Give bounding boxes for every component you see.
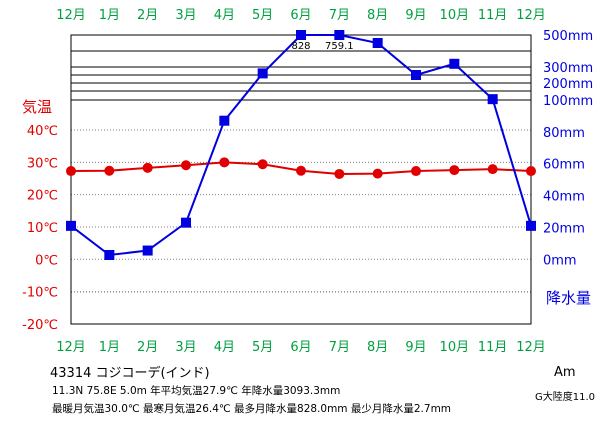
month-label-top: 10月 — [440, 8, 470, 23]
left-axis-title: 気温 — [22, 98, 52, 116]
month-label-top: 6月 — [290, 8, 311, 23]
month-label-bottom: 5月 — [252, 340, 273, 355]
station-summary-line-2: 最暖月気温30.0℃ 最寒月気温26.4℃ 最多月降水量828.0mm 最少月降… — [52, 403, 452, 415]
precipitation-point — [411, 70, 421, 80]
month-label-bottom: 6月 — [290, 340, 311, 355]
right-axis-tick: 80mm — [543, 126, 585, 141]
temperature-point — [66, 166, 76, 177]
precipitation-point — [257, 68, 268, 79]
plot-frame — [70, 34, 532, 325]
precipitation-point — [372, 38, 383, 48]
right-axis-tick: 500mm — [543, 29, 593, 44]
month-label-top: 12月 — [56, 8, 86, 23]
right-axis-tick: 200mm — [543, 77, 593, 92]
right-axis-tick: 0mm — [543, 253, 577, 268]
right-axis-tick: 60mm — [543, 158, 585, 173]
temperature-point — [142, 162, 153, 173]
month-label-top: 9月 — [405, 8, 426, 23]
left-axis-tick: 40℃ — [27, 124, 58, 139]
month-label-bottom: 12月 — [516, 340, 546, 355]
month-label-top: 5月 — [252, 8, 273, 23]
climate-classification: Am — [554, 365, 576, 380]
axis-labels: 12月 12月 1月 1月 2月 2月 3月 3月 4月 4月 5月 5月 6月 6月 7月 7月 8月 8月 9月… — [22, 8, 593, 355]
precipitation-line — [70, 34, 532, 257]
precipitation-point — [449, 58, 460, 69]
data-series: 828 759.1 — [66, 30, 536, 260]
axes — [70, 34, 532, 325]
month-label-top: 11月 — [478, 8, 508, 23]
right-axis-tick: 100mm — [543, 94, 593, 109]
month-label-top: 3月 — [175, 8, 196, 23]
temperature-point — [104, 165, 115, 176]
precipitation-value-label: 759.1 — [325, 41, 354, 52]
temperature-point — [219, 157, 230, 168]
temperature-point — [296, 165, 306, 176]
continentality-label: G大陸度11.0 — [535, 392, 596, 403]
precipitation-point — [181, 217, 191, 228]
month-label-bottom: 7月 — [329, 340, 350, 355]
month-label-bottom: 9月 — [405, 340, 426, 355]
temperature-point — [487, 164, 498, 175]
left-axis-tick: 0℃ — [35, 253, 58, 268]
month-label-top: 12月 — [516, 8, 546, 23]
month-label-bottom: 1月 — [99, 340, 120, 355]
precipitation-point — [66, 220, 76, 231]
temperature-point — [181, 160, 191, 171]
month-label-bottom: 11月 — [478, 340, 508, 355]
month-label-bottom: 8月 — [367, 340, 388, 355]
month-label-top: 7月 — [329, 8, 350, 23]
month-label-bottom: 10月 — [440, 340, 470, 355]
right-axis-tick: 40mm — [543, 190, 585, 205]
month-label-bottom: 3月 — [175, 340, 196, 355]
temperature-point — [449, 165, 460, 176]
month-label-bottom: 4月 — [214, 340, 235, 355]
left-axis-tick: -20℃ — [22, 318, 58, 333]
month-label-top: 2月 — [137, 8, 158, 23]
precipitation-point — [104, 249, 115, 260]
left-axis-tick: 20℃ — [27, 189, 58, 204]
grid-lines — [71, 34, 531, 293]
precipitation-point — [487, 94, 498, 105]
month-label-top: 4月 — [214, 8, 235, 23]
temperature-point — [372, 168, 383, 179]
station-summary-line-1: 11.3N 75.8E 5.0m 年平均気温27.9℃ 年降水量3093.3mm — [52, 385, 341, 397]
month-label-bottom: 2月 — [137, 340, 158, 355]
left-axis-tick: 30℃ — [27, 156, 58, 171]
right-axis-tick: 20mm — [543, 221, 585, 236]
temperature-point — [411, 166, 421, 177]
month-label-top: 8月 — [367, 8, 388, 23]
right-axis-title: 降水量 — [546, 289, 591, 307]
station-header: 43314 コジコーデ(インド) — [50, 366, 210, 381]
precipitation-point — [526, 220, 536, 231]
left-axis-tick: 10℃ — [27, 221, 58, 236]
left-axis-tick: -10℃ — [22, 286, 58, 301]
precipitation-point — [334, 30, 345, 40]
temperature-point — [257, 159, 268, 170]
precipitation-point — [219, 115, 230, 126]
right-axis-tick: 300mm — [543, 61, 593, 76]
temperature-point — [334, 168, 345, 179]
temperature-point — [526, 166, 536, 177]
precipitation-value-label: 828 — [291, 41, 310, 52]
precipitation-point — [142, 245, 153, 256]
month-label-top: 1月 — [99, 8, 120, 23]
month-label-bottom: 12月 — [56, 340, 86, 355]
precipitation-point — [296, 30, 306, 40]
